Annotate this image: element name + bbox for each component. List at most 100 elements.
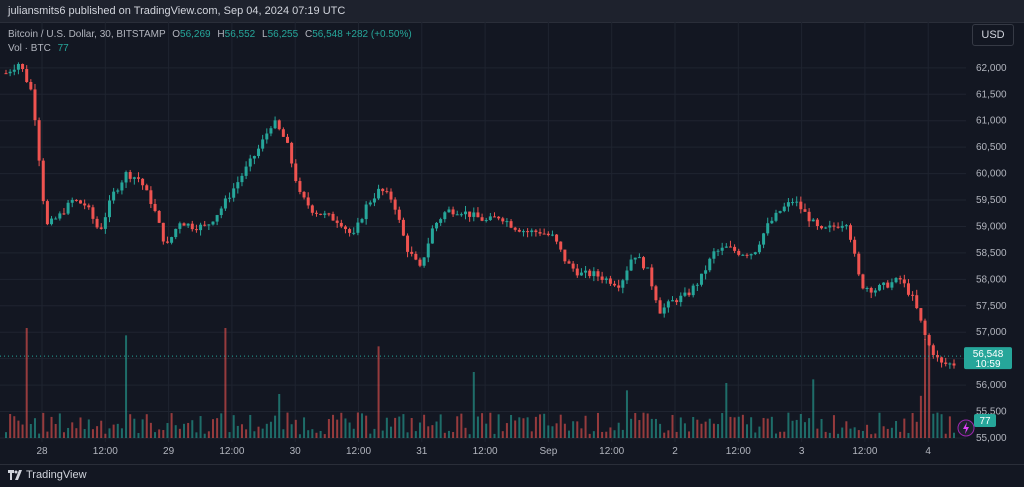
- volume-label[interactable]: Vol · BTC: [8, 43, 51, 54]
- volume-bar: [228, 432, 231, 438]
- volume-bar: [183, 423, 186, 438]
- candle-body: [261, 139, 265, 149]
- volume-bar: [104, 433, 107, 438]
- candle-body: [418, 259, 422, 266]
- candle-body: [770, 220, 774, 224]
- volume-bar: [895, 420, 898, 438]
- candle-body: [356, 222, 360, 233]
- volume-bar: [187, 422, 190, 438]
- volume-bar: [696, 419, 699, 438]
- candle-body: [786, 202, 790, 207]
- volume-bar: [700, 423, 703, 438]
- candle-body: [538, 232, 542, 234]
- candle-body: [50, 218, 54, 225]
- candle-body: [298, 181, 302, 192]
- x-tick-label: 12:00: [346, 446, 371, 457]
- volume-bar: [915, 421, 918, 438]
- tradingview-logo[interactable]: TradingView: [8, 469, 87, 481]
- volume-bar: [5, 432, 7, 438]
- candle-body: [244, 166, 248, 176]
- x-tick-label: 3: [799, 446, 805, 457]
- volume-bar: [617, 422, 620, 438]
- volume-bar: [79, 417, 82, 438]
- candle-body: [935, 354, 939, 358]
- candle-body: [704, 270, 708, 274]
- candle-body: [629, 259, 633, 271]
- candle-body: [182, 223, 186, 226]
- volume-bar: [845, 421, 848, 438]
- price-tag-box: [964, 347, 1012, 370]
- candle-body: [464, 211, 468, 215]
- volume-bar: [427, 426, 430, 438]
- publisher-bar: juliansmits6 published on TradingView.co…: [0, 0, 1024, 23]
- candle-body: [513, 227, 517, 230]
- candle-body: [762, 233, 766, 245]
- candle-body: [377, 188, 381, 199]
- candle-body: [290, 142, 294, 164]
- candle-body: [646, 267, 650, 269]
- candle-body: [882, 282, 886, 285]
- symbol-label[interactable]: Bitcoin / U.S. Dollar, 30, BITSTAMP: [8, 29, 166, 40]
- candle-body: [165, 241, 169, 243]
- volume-bar: [307, 430, 310, 438]
- candle-body: [385, 191, 389, 193]
- x-tick-label: 12:00: [852, 446, 877, 457]
- currency-button[interactable]: USD: [972, 24, 1014, 46]
- volume-bar: [116, 423, 119, 438]
- volume-bar: [431, 425, 434, 438]
- candle-body: [116, 190, 120, 192]
- candle-body: [107, 200, 111, 218]
- candle-body: [849, 225, 853, 240]
- volume-bar: [820, 418, 823, 438]
- volume-bar: [33, 418, 36, 438]
- volume-bar: [762, 417, 765, 438]
- candle-body: [141, 178, 145, 186]
- candle-body: [584, 270, 588, 273]
- volume-bar: [944, 433, 947, 438]
- open-value: 56,269: [180, 29, 211, 40]
- volume-bar: [940, 414, 943, 438]
- price-chart[interactable]: 55,00055,50056,00056,50057,00057,50058,0…: [0, 22, 1024, 464]
- volume-bar: [899, 431, 902, 438]
- candle-body: [70, 199, 74, 203]
- ohlc-row: Bitcoin / U.S. Dollar, 30, BITSTAMP O56,…: [8, 28, 412, 42]
- candle-body: [600, 276, 604, 280]
- candle-body: [724, 246, 728, 248]
- x-tick-label: 30: [290, 446, 302, 457]
- candle-body: [911, 294, 915, 296]
- candle-body: [931, 345, 935, 355]
- candle-body: [517, 229, 521, 232]
- candle-body: [310, 205, 314, 213]
- volume-bar: [679, 417, 682, 438]
- y-tick-label: 60,000: [976, 169, 1007, 180]
- volume-bar: [928, 339, 931, 438]
- candle-body: [782, 206, 786, 212]
- candle-body: [492, 216, 496, 218]
- x-tick-label: 29: [163, 446, 175, 457]
- candle-body: [662, 307, 666, 314]
- candle-body: [87, 205, 91, 208]
- volume-bar: [754, 432, 757, 438]
- chart-area[interactable]: 55,00055,50056,00056,50057,00057,50058,0…: [0, 22, 1024, 464]
- candle-body: [774, 212, 778, 221]
- candle-body: [232, 188, 236, 198]
- volume-bar: [659, 423, 662, 438]
- volume-bar: [133, 418, 136, 438]
- x-tick-label: 12:00: [93, 446, 118, 457]
- candle-body: [422, 257, 426, 266]
- candle-body: [211, 221, 215, 225]
- candle-body: [877, 284, 881, 291]
- volume-bar: [828, 432, 831, 438]
- close-label: C: [304, 29, 313, 40]
- volume-bar: [311, 429, 314, 438]
- volume-bar: [625, 390, 628, 438]
- volume-bar: [559, 414, 562, 438]
- volume-bar: [650, 418, 653, 438]
- candle-body: [269, 128, 273, 134]
- candle-body: [803, 209, 807, 212]
- candle-body: [633, 257, 637, 260]
- volume-bar: [770, 416, 773, 438]
- candle-body: [720, 247, 724, 251]
- volume-bar: [414, 431, 417, 438]
- candle-body: [443, 212, 447, 220]
